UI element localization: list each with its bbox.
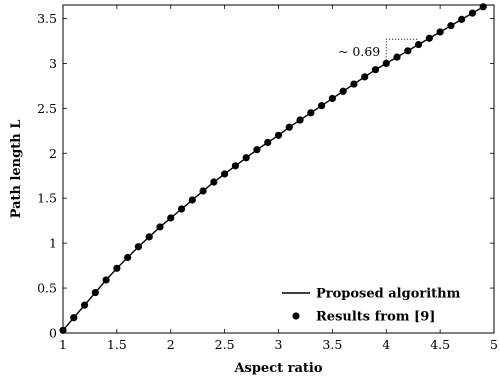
y-tick-label: 1.5 — [37, 191, 57, 206]
x-axis-ticks: 1 1.5 2 2.5 3 3.5 4 4.5 5 — [59, 5, 498, 352]
series-point-results — [156, 223, 164, 231]
series-line-proposed — [62, 6, 484, 331]
series-point-results — [393, 53, 401, 61]
x-tick-label: 4 — [382, 337, 390, 352]
series-point-results — [113, 264, 121, 272]
series-point-results — [274, 131, 283, 139]
slope-annotation-label: ~ 0.69 — [338, 44, 380, 59]
series-point-results — [339, 87, 347, 95]
legend: Proposed algorithm Results from [9] — [277, 280, 489, 328]
series-point-results — [253, 146, 261, 154]
x-tick-label: 1.5 — [107, 337, 127, 352]
y-tick-label: 0.5 — [37, 281, 57, 296]
series-point-results — [350, 80, 358, 88]
series-point-results — [134, 243, 143, 251]
series-point-results — [318, 102, 326, 110]
series-point-results — [167, 214, 175, 222]
x-axis-title: Aspect ratio — [233, 361, 322, 376]
series-point-results — [242, 154, 250, 162]
series-point-results — [231, 162, 239, 170]
series-point-results — [70, 314, 78, 322]
series-point-results — [91, 288, 99, 297]
series-point-results — [177, 205, 186, 213]
y-tick-label: 3.5 — [37, 11, 57, 26]
plot-data-layer — [59, 3, 487, 334]
series-point-results — [468, 9, 477, 17]
y-axis-ticks: 0 0.5 1 1.5 2 2.5 3 3.5 — [37, 11, 494, 341]
legend-box — [277, 280, 489, 328]
y-tick-label: 0 — [49, 326, 57, 341]
legend-label-results-name: Results from — [316, 310, 410, 325]
series-point-results — [80, 301, 89, 309]
x-tick-label: 1 — [59, 337, 67, 352]
series-point-results — [199, 187, 207, 195]
series-point-results — [221, 170, 229, 178]
legend-label-results: Results from [9] — [316, 310, 435, 325]
series-point-results — [328, 94, 336, 103]
slope-annotation-lines — [385, 38, 419, 64]
series-point-results — [436, 28, 444, 36]
series-point-results — [361, 73, 369, 81]
series-point-results — [425, 34, 433, 42]
series-point-results — [145, 233, 153, 241]
series-point-results — [124, 253, 132, 262]
series-point-results — [447, 22, 455, 30]
y-tick-label: 2 — [49, 146, 57, 161]
x-tick-label: 4.5 — [430, 337, 450, 352]
x-tick-label: 2 — [167, 337, 175, 352]
series-point-results — [371, 66, 380, 74]
x-tick-label: 3.5 — [322, 337, 342, 352]
series-point-results — [296, 116, 304, 124]
x-tick-label: 3 — [275, 337, 283, 352]
slope-annotation: ~ 0.69 — [338, 38, 419, 64]
y-axis-title: Path length L — [9, 120, 24, 219]
legend-label-proposed: Proposed algorithm — [316, 287, 461, 302]
series-point-results — [188, 196, 196, 204]
series-point-results — [307, 109, 315, 117]
series-point-results — [285, 123, 293, 131]
series-point-results — [479, 3, 487, 11]
x-tick-label: 2.5 — [215, 337, 235, 352]
series-point-results — [264, 138, 272, 147]
legend-reference-link[interactable]: [9] — [414, 310, 435, 325]
x-tick-label: 5 — [490, 337, 498, 352]
y-tick-label: 2.5 — [37, 101, 57, 116]
series-point-results — [102, 276, 110, 284]
y-tick-label: 1 — [49, 236, 57, 251]
series-point-results — [414, 40, 423, 49]
y-tick-label: 3 — [49, 56, 57, 71]
series-point-results — [458, 15, 466, 23]
series-point-results — [210, 178, 218, 186]
legend-marker-swatch — [292, 312, 300, 320]
series-point-results — [404, 47, 412, 55]
